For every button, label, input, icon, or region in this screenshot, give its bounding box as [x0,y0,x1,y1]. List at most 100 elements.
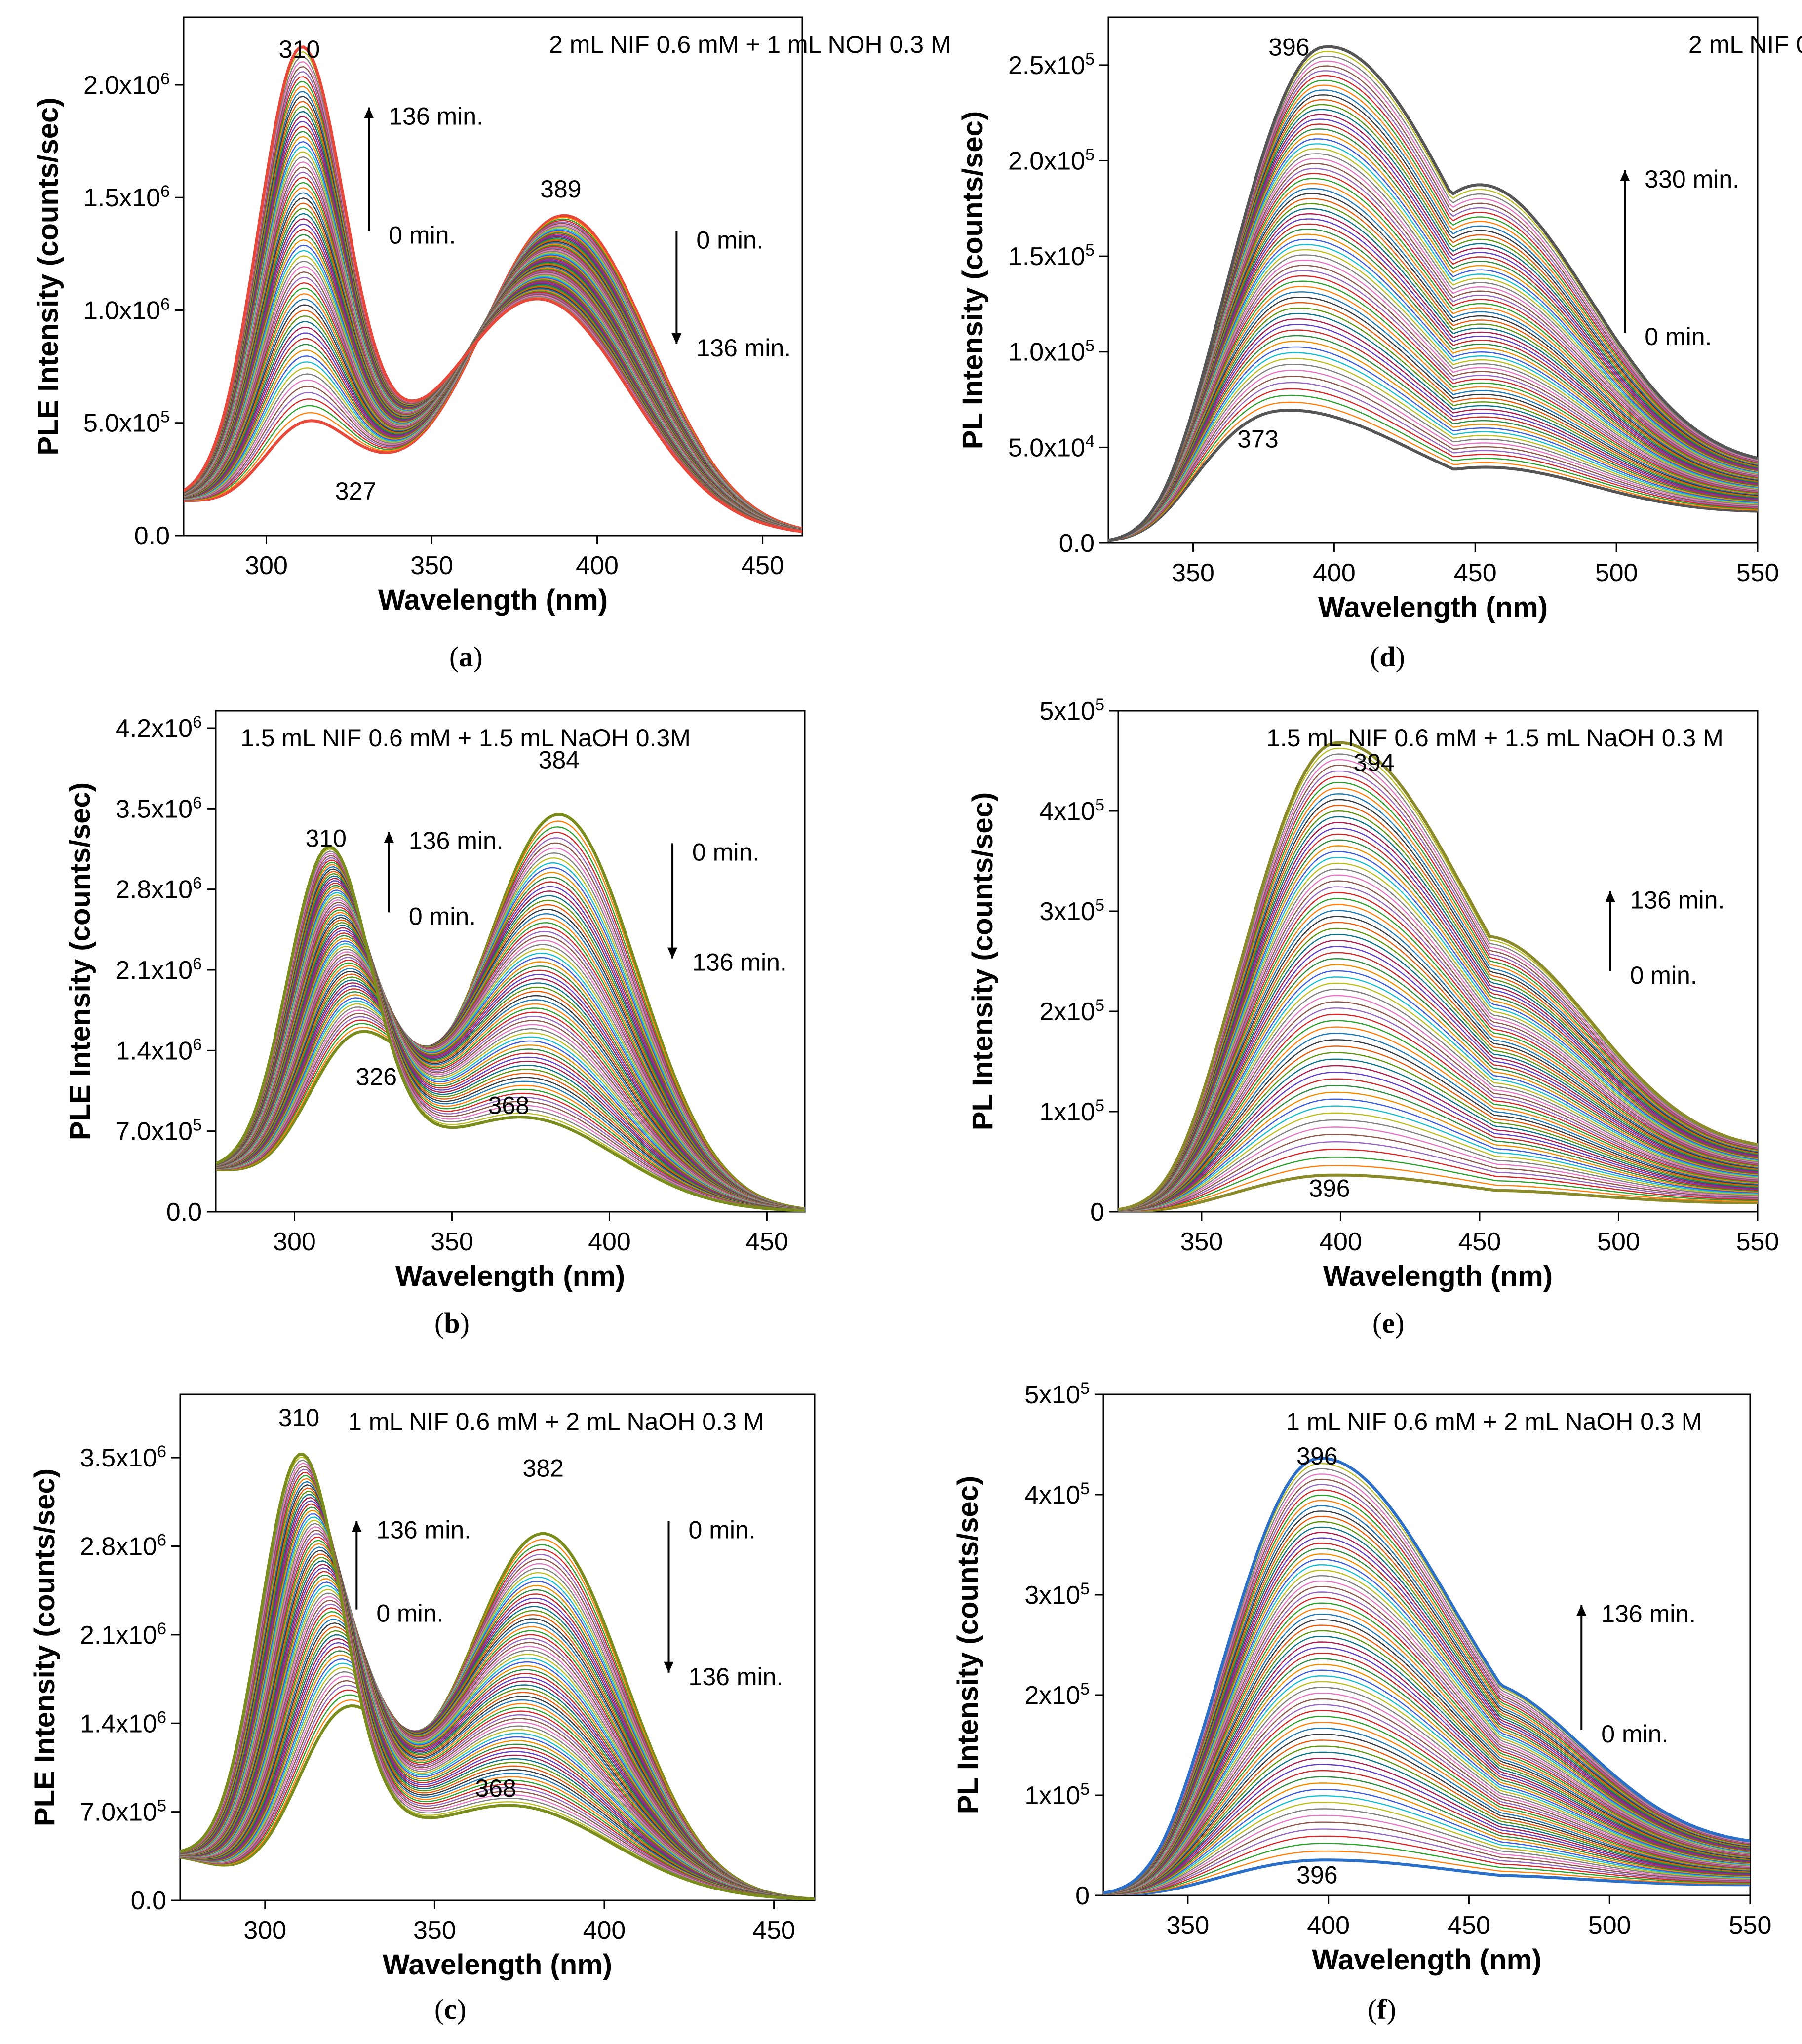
spectrum-curve [1118,805,1758,1211]
x-tick-label: 350 [1180,1228,1223,1256]
peak-labels-b: 384 310 326 368 [306,746,580,1119]
time-arrows-e: 136 min. 0 min. [1605,886,1724,989]
spectrum-curve [1103,1505,1750,1894]
spectrum-curve [1118,1112,1758,1212]
panel-c: 300 350 400 450 0.0 7.0x105 1.4x106 2.1x106 2.8x… [29,1393,816,2025]
spectrum-curve [216,852,805,1211]
peak-label: 396 [1296,1861,1337,1889]
ticks-e: 350 400 450 500 550 0 1x105 2x105 3x105 4x105 5x10… [1039,695,1779,1256]
spectrum-curve [1103,1635,1750,1895]
spectrum-curve [216,885,805,1211]
x-tick-label: 500 [1588,1911,1631,1940]
arrow-head-icon [384,832,394,843]
y-tick-label: 3.5x106 [116,793,202,823]
spectrum-curve [1103,1613,1750,1894]
time-label: 330 min. [1645,165,1739,193]
spectrum-curve [1108,358,1758,541]
x-tick-label: 400 [1313,559,1356,587]
peak-label: 389 [540,175,581,203]
y-tick-label: 0.0 [166,1198,202,1227]
spectrum-curve [1108,254,1758,541]
spectrum-curve [1103,1543,1750,1894]
y-tick-label: 1.5x106 [83,182,170,212]
spectrum-curve [1118,1013,1758,1212]
spectrum-curve [216,887,805,1211]
spectrum-curve [1118,1065,1758,1212]
peak-labels-d: 396 373 [1237,33,1309,453]
spectrum-curve [1118,822,1758,1211]
spectrum-curve [1103,1675,1750,1895]
spectrum-curve [1103,1722,1750,1895]
x-axis-label-f: Wavelength (nm) [1312,1944,1541,1976]
y-tick-label: 1.5x105 [1008,241,1095,271]
spectrum-curve [216,862,805,1210]
spectrum-curve [1103,1828,1750,1895]
spectrum-curve [1118,927,1758,1211]
peak-label: 382 [523,1455,564,1482]
y-tick-label: 5x105 [1024,1379,1090,1409]
spectrum-curve [1118,1141,1758,1212]
spectrum-curve [1108,363,1758,541]
time-label: 136 min. [696,334,791,362]
spectrum-curve [184,45,802,533]
y-tick-label: 4x105 [1039,796,1104,826]
annotation-b: 1.5 mL NIF 0.6 mM + 1.5 mL NaOH 0.3M [240,724,691,752]
spectrum-curve [1103,1564,1750,1894]
spectrum-curve [1118,1173,1758,1212]
arrow-head-icon [664,1661,674,1673]
spectrum-curve [216,832,805,1210]
x-tick-label: 350 [410,551,453,580]
x-tick-label: 450 [1448,1911,1490,1940]
y-tick-label: 7.0x105 [80,1797,166,1827]
spectrum-curve [1103,1745,1750,1895]
ticks-f: 350 400 450 500 550 0 1x105 2x105 3x105 4x105 5x10… [1024,1379,1771,1940]
annotation-e: 1.5 mL NIF 0.6 mM + 1.5 mL NaOH 0.3 M [1266,724,1724,752]
spectrum-curve [1108,265,1758,541]
panel-f: 350 400 450 500 550 0 1x105 2x105 3x105 4x105 5x10… [952,1379,1771,2025]
plot-frame-a [183,16,803,537]
spectrum-curve [1118,964,1758,1211]
spectrum-curve [1118,1072,1758,1212]
spectrum-curve [1103,1658,1750,1895]
spectrum-curve [216,878,805,1211]
annotation-f: 1 mL NIF 0.6 mM + 2 mL NaOH 0.3 M [1286,1408,1702,1435]
x-tick-label: 350 [431,1228,473,1256]
spectrum-curve [1103,1608,1750,1894]
spectrum-curve [216,886,805,1210]
x-tick-label: 350 [413,1916,456,1945]
spectrum-curve [1103,1728,1750,1895]
spectrum-curve [1103,1597,1750,1894]
time-label: 0 min. [409,902,476,930]
spectrum-curve [216,852,805,1210]
peak-label: 310 [306,824,347,852]
spectrum-curve [216,842,805,1210]
y-tick-label: 1x105 [1039,1096,1104,1126]
y-tick-label: 3x105 [1039,896,1104,926]
spectrum-curve [1118,874,1758,1211]
spectrum-curve [1118,880,1758,1211]
y-tick-label: 5.0x104 [1008,432,1095,462]
spectrum-curve [1118,886,1758,1211]
spectrum-curve [1103,1751,1750,1895]
spectrum-curve [1108,409,1758,542]
spectrum-curve [216,939,805,1210]
time-label: 136 min. [692,949,787,976]
peak-label: 327 [335,477,376,505]
curves-c [180,1453,815,1900]
time-arrows-a: 136 min. 0 min. 0 min. 136 min. [364,103,791,362]
spectrum-curve [1108,369,1758,541]
spectrum-curve [216,914,805,1210]
x-tick-label: 350 [1172,559,1214,587]
spectrum-curve [1103,1692,1750,1895]
spectrum-curve [216,812,805,1210]
spectrum-curve [1118,946,1758,1211]
arrow-head-icon [1620,170,1630,181]
spectrum-curve [1118,1020,1758,1212]
y-tick-label: 5x105 [1039,695,1104,726]
spectrum-curve [1118,1007,1758,1211]
plot-frame-d [1107,16,1759,544]
spectrum-curve [216,889,805,1211]
annotation-d: 2 mL NIF 0.6 mM + 1 mL NaOH 0.3 M [1688,31,1802,58]
y-tick-label: 5.0x105 [83,408,170,438]
x-axis-label-d: Wavelength (nm) [1318,591,1548,623]
